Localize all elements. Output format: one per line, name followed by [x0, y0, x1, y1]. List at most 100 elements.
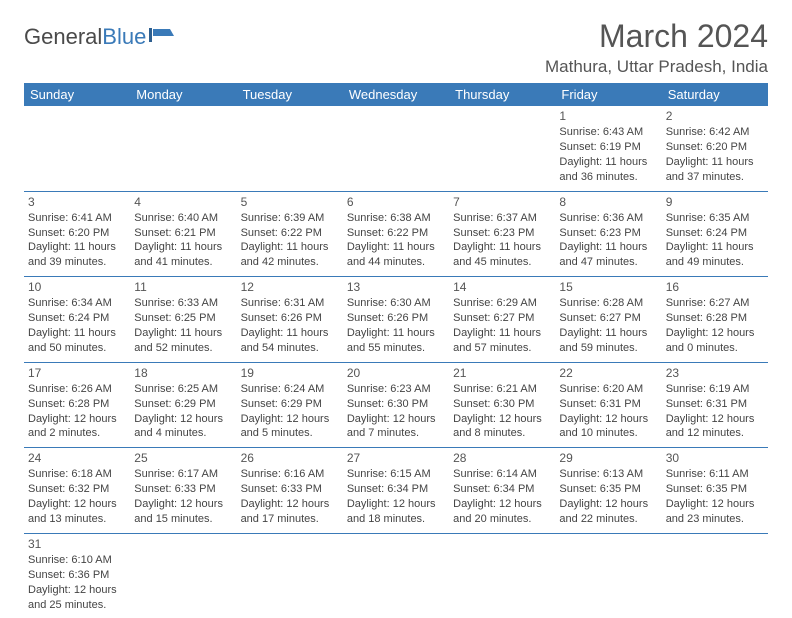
- calendar-day-empty: [237, 533, 343, 618]
- title-block: March 2024 Mathura, Uttar Pradesh, India: [545, 18, 768, 77]
- sun-info-line: Sunset: 6:31 PM: [559, 397, 657, 412]
- day-number: 13: [347, 279, 445, 295]
- calendar-table: SundayMondayTuesdayWednesdayThursdayFrid…: [24, 83, 768, 618]
- day-number: 28: [453, 450, 551, 466]
- sun-info-line: Sunrise: 6:17 AM: [134, 467, 232, 482]
- calendar-day: 25Sunrise: 6:17 AMSunset: 6:33 PMDayligh…: [130, 448, 236, 534]
- sun-info-line: Sunrise: 6:21 AM: [453, 382, 551, 397]
- sun-info-line: Sunset: 6:33 PM: [134, 482, 232, 497]
- sun-info-line: Daylight: 12 hours: [559, 412, 657, 427]
- sun-info-line: Sunrise: 6:11 AM: [666, 467, 764, 482]
- day-of-week-header: Tuesday: [237, 83, 343, 106]
- sun-info-line: Sunset: 6:33 PM: [241, 482, 339, 497]
- sun-info-line: and 22 minutes.: [559, 512, 657, 527]
- logo-text: GeneralBlue: [24, 24, 146, 50]
- sun-info-line: Sunset: 6:30 PM: [347, 397, 445, 412]
- sun-info-line: and 59 minutes.: [559, 341, 657, 356]
- day-number: 15: [559, 279, 657, 295]
- calendar-day: 23Sunrise: 6:19 AMSunset: 6:31 PMDayligh…: [662, 362, 768, 448]
- sun-info-line: Sunrise: 6:30 AM: [347, 296, 445, 311]
- sun-info-line: and 10 minutes.: [559, 426, 657, 441]
- sun-info-line: Sunrise: 6:23 AM: [347, 382, 445, 397]
- day-number: 8: [559, 194, 657, 210]
- calendar-day-empty: [343, 106, 449, 191]
- sun-info-line: and 39 minutes.: [28, 255, 126, 270]
- day-number: 23: [666, 365, 764, 381]
- sun-info-line: Sunset: 6:31 PM: [666, 397, 764, 412]
- day-number: 1: [559, 108, 657, 124]
- sun-info-line: Daylight: 12 hours: [241, 412, 339, 427]
- sun-info-line: Sunrise: 6:39 AM: [241, 211, 339, 226]
- day-number: 2: [666, 108, 764, 124]
- sun-info-line: and 13 minutes.: [28, 512, 126, 527]
- day-of-week-header: Wednesday: [343, 83, 449, 106]
- sun-info-line: and 0 minutes.: [666, 341, 764, 356]
- sun-info-line: Sunrise: 6:35 AM: [666, 211, 764, 226]
- sun-info-line: Daylight: 12 hours: [666, 326, 764, 341]
- sun-info-line: Sunset: 6:34 PM: [347, 482, 445, 497]
- calendar-week: 24Sunrise: 6:18 AMSunset: 6:32 PMDayligh…: [24, 448, 768, 534]
- calendar-day-empty: [555, 533, 661, 618]
- sun-info-line: Sunrise: 6:43 AM: [559, 125, 657, 140]
- sun-info-line: Sunset: 6:22 PM: [241, 226, 339, 241]
- sun-info-line: and 42 minutes.: [241, 255, 339, 270]
- sun-info-line: Sunrise: 6:18 AM: [28, 467, 126, 482]
- sun-info-line: Sunset: 6:32 PM: [28, 482, 126, 497]
- sun-info-line: Sunset: 6:29 PM: [241, 397, 339, 412]
- calendar-day: 27Sunrise: 6:15 AMSunset: 6:34 PMDayligh…: [343, 448, 449, 534]
- sun-info-line: Daylight: 12 hours: [28, 583, 126, 598]
- sun-info-line: Daylight: 12 hours: [666, 412, 764, 427]
- sun-info-line: Daylight: 12 hours: [134, 497, 232, 512]
- calendar-day-empty: [449, 106, 555, 191]
- calendar-day: 5Sunrise: 6:39 AMSunset: 6:22 PMDaylight…: [237, 191, 343, 277]
- sun-info-line: and 18 minutes.: [347, 512, 445, 527]
- sun-info-line: Sunrise: 6:41 AM: [28, 211, 126, 226]
- calendar-day: 28Sunrise: 6:14 AMSunset: 6:34 PMDayligh…: [449, 448, 555, 534]
- logo-text-b: Blue: [102, 24, 146, 49]
- day-number: 16: [666, 279, 764, 295]
- sun-info-line: and 15 minutes.: [134, 512, 232, 527]
- sun-info-line: Sunset: 6:23 PM: [559, 226, 657, 241]
- calendar-day: 3Sunrise: 6:41 AMSunset: 6:20 PMDaylight…: [24, 191, 130, 277]
- sun-info-line: and 57 minutes.: [453, 341, 551, 356]
- sun-info-line: Sunset: 6:35 PM: [559, 482, 657, 497]
- calendar-day-empty: [237, 106, 343, 191]
- calendar-body: 1Sunrise: 6:43 AMSunset: 6:19 PMDaylight…: [24, 106, 768, 618]
- calendar-day: 20Sunrise: 6:23 AMSunset: 6:30 PMDayligh…: [343, 362, 449, 448]
- calendar-day: 10Sunrise: 6:34 AMSunset: 6:24 PMDayligh…: [24, 277, 130, 363]
- sun-info-line: Daylight: 11 hours: [559, 240, 657, 255]
- sun-info-line: and 4 minutes.: [134, 426, 232, 441]
- sun-info-line: Sunset: 6:20 PM: [666, 140, 764, 155]
- sun-info-line: Daylight: 12 hours: [453, 412, 551, 427]
- calendar-week: 31Sunrise: 6:10 AMSunset: 6:36 PMDayligh…: [24, 533, 768, 618]
- sun-info-line: Sunset: 6:27 PM: [453, 311, 551, 326]
- sun-info-line: Sunset: 6:27 PM: [559, 311, 657, 326]
- sun-info-line: Daylight: 12 hours: [28, 412, 126, 427]
- day-number: 18: [134, 365, 232, 381]
- sun-info-line: Sunset: 6:22 PM: [347, 226, 445, 241]
- sun-info-line: Sunrise: 6:25 AM: [134, 382, 232, 397]
- sun-info-line: Sunrise: 6:15 AM: [347, 467, 445, 482]
- month-title: March 2024: [545, 18, 768, 55]
- sun-info-line: and 44 minutes.: [347, 255, 445, 270]
- calendar-day: 14Sunrise: 6:29 AMSunset: 6:27 PMDayligh…: [449, 277, 555, 363]
- sun-info-line: Daylight: 12 hours: [347, 412, 445, 427]
- sun-info-line: Daylight: 12 hours: [134, 412, 232, 427]
- sun-info-line: and 49 minutes.: [666, 255, 764, 270]
- sun-info-line: Sunrise: 6:42 AM: [666, 125, 764, 140]
- sun-info-line: Daylight: 11 hours: [241, 326, 339, 341]
- sun-info-line: and 54 minutes.: [241, 341, 339, 356]
- calendar-day-empty: [130, 106, 236, 191]
- day-number: 29: [559, 450, 657, 466]
- calendar-day: 7Sunrise: 6:37 AMSunset: 6:23 PMDaylight…: [449, 191, 555, 277]
- sun-info-line: Sunrise: 6:27 AM: [666, 296, 764, 311]
- calendar-day: 1Sunrise: 6:43 AMSunset: 6:19 PMDaylight…: [555, 106, 661, 191]
- day-number: 19: [241, 365, 339, 381]
- sun-info-line: and 2 minutes.: [28, 426, 126, 441]
- day-number: 6: [347, 194, 445, 210]
- sun-info-line: Sunset: 6:26 PM: [241, 311, 339, 326]
- sun-info-line: Daylight: 11 hours: [347, 326, 445, 341]
- sun-info-line: Sunset: 6:26 PM: [347, 311, 445, 326]
- day-number: 30: [666, 450, 764, 466]
- calendar-day-empty: [24, 106, 130, 191]
